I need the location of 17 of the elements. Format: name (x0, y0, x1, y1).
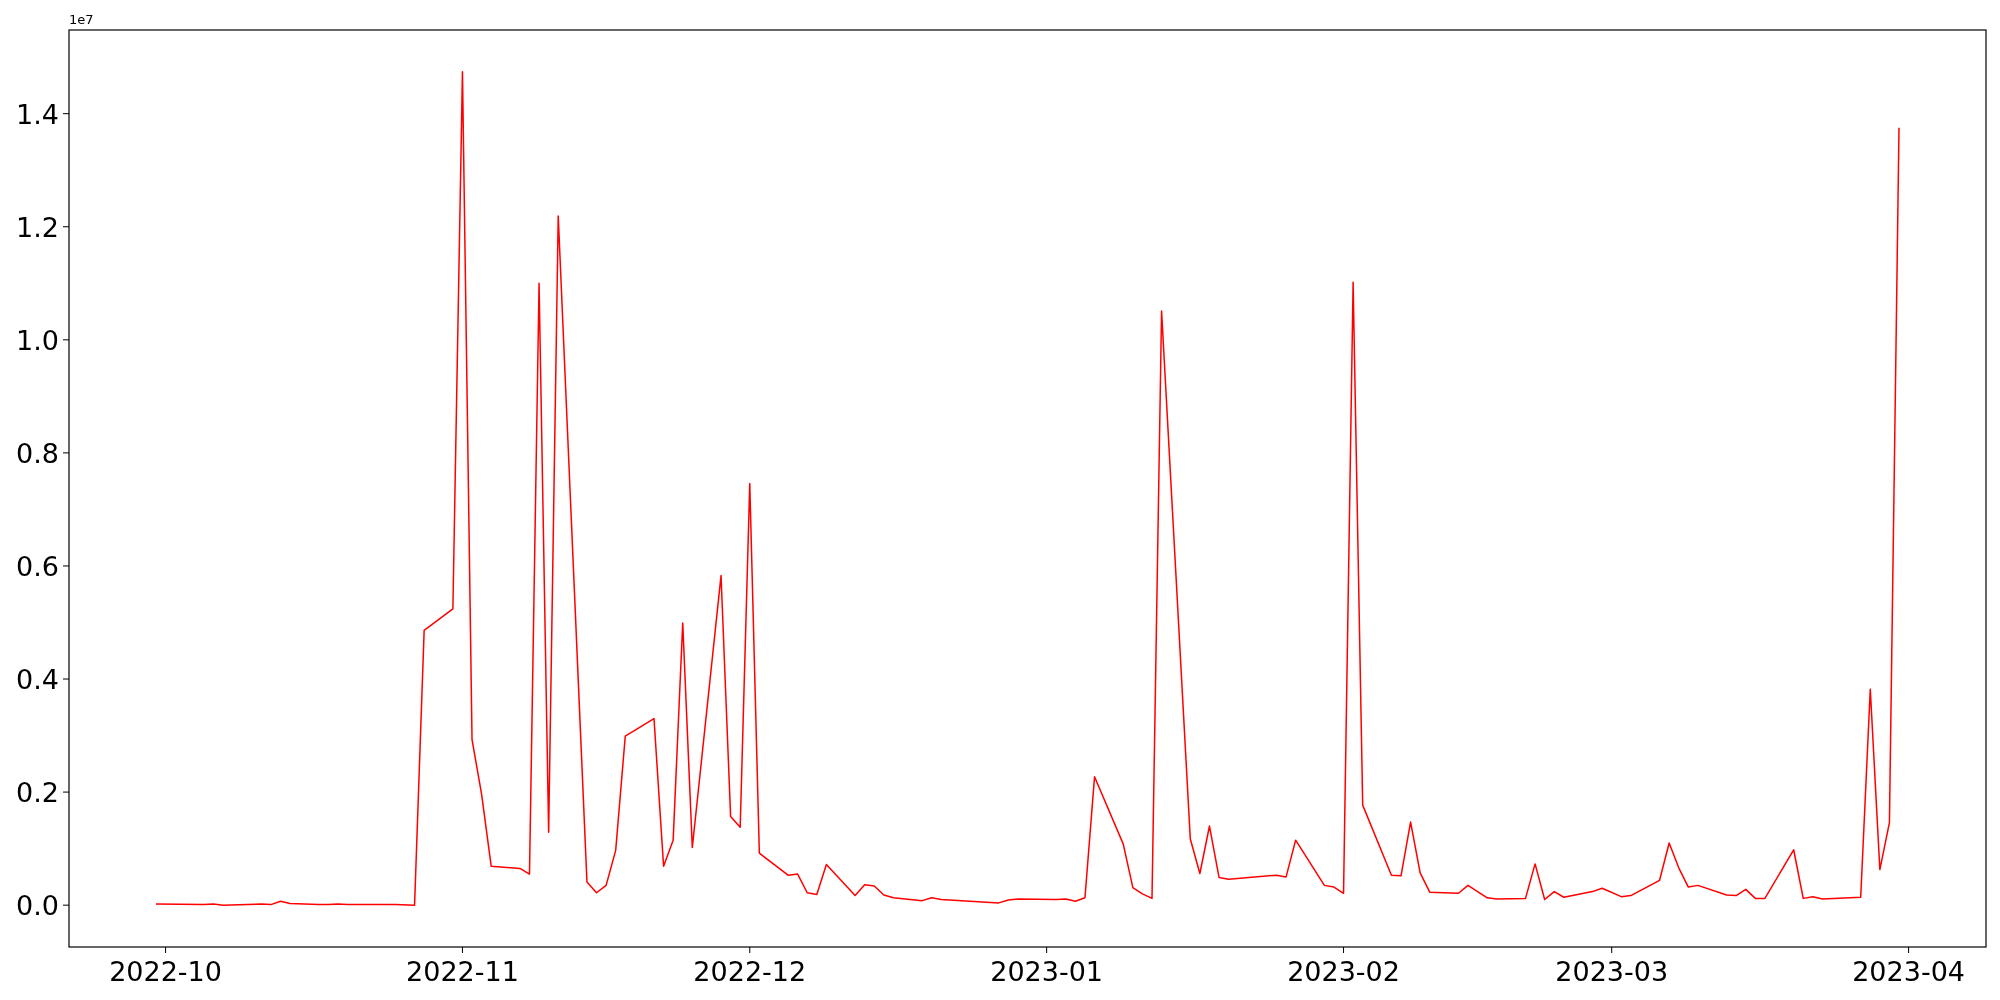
x-tick-label: 2023-03 (1555, 956, 1669, 987)
y-tick-label: 0.8 (16, 437, 59, 469)
y-tick-label: 0.0 (16, 890, 59, 922)
x-tick-label: 2023-01 (990, 956, 1104, 987)
x-tick-label: 2023-04 (1852, 956, 1965, 987)
x-tick-label: 2022-12 (693, 956, 807, 987)
y-tick-label: 1.2 (16, 211, 59, 243)
y-tick-label: 0.4 (16, 664, 59, 696)
x-tick-label: 2022-10 (109, 956, 222, 987)
line-series (155, 71, 1900, 906)
y-tick-label: 0.6 (16, 550, 59, 582)
x-tick-label: 2023-02 (1287, 956, 1400, 987)
x-tick-label: 2022-11 (406, 956, 519, 987)
y-tick-label: 1.4 (16, 98, 59, 130)
text: 1e7 (69, 12, 94, 27)
y-tick-label: 1.0 (16, 324, 59, 356)
y-tick-label: 0.2 (16, 777, 59, 809)
